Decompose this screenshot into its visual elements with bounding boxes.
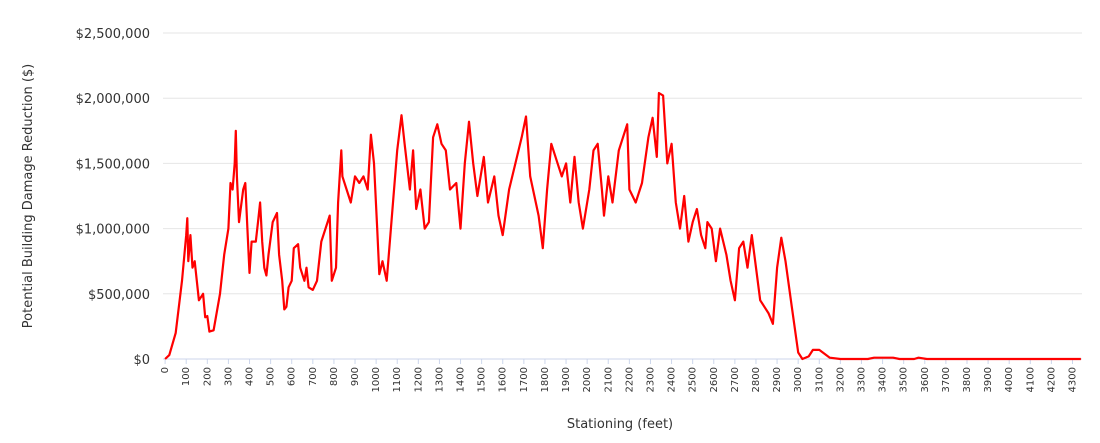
x-tick-label: 2800 [751, 367, 762, 392]
x-tick-label: 4000 [1004, 367, 1015, 392]
data-line [164, 91, 1081, 361]
x-tick-label: 2700 [730, 367, 741, 392]
x-tick-label: 1000 [371, 367, 382, 392]
x-tick-label: 0 [160, 367, 171, 373]
x-tick-label: 3900 [983, 367, 994, 392]
x-tick-label: 200 [202, 367, 213, 386]
x-tick-label: 3400 [878, 367, 889, 392]
x-tick-label: 2900 [772, 367, 783, 392]
x-tick-label: 100 [181, 367, 192, 386]
x-tick-label: 3700 [941, 367, 952, 392]
x-tick-label: 1700 [519, 367, 530, 392]
x-tick-label: 3100 [814, 367, 825, 392]
x-tick-label: 2000 [582, 367, 593, 392]
x-tick-label: 3800 [962, 367, 973, 392]
x-tick-label: 500 [266, 367, 277, 386]
x-tick-label: 1300 [434, 367, 445, 392]
x-tick-label: 1800 [540, 367, 551, 392]
x-tick-label: 600 [287, 367, 298, 386]
x-tick-label: 4300 [1068, 367, 1079, 392]
x-tick-label: 1600 [498, 367, 509, 392]
x-tick-label: 2100 [603, 367, 614, 392]
x-tick-label: 2500 [688, 367, 699, 392]
y-tick-label: $2,500,000 [76, 27, 150, 42]
y-axis-title: Potential Building Damage Reduction ($) [21, 64, 36, 328]
x-tick-label: 3500 [899, 367, 910, 392]
x-tick-label: 1500 [477, 367, 488, 392]
y-tick-label: $500,000 [88, 288, 150, 303]
x-tick-label: 4100 [1025, 367, 1036, 392]
x-tick-label: 700 [308, 367, 319, 386]
x-tick-label: 2300 [645, 367, 656, 392]
y-tick-label: $0 [133, 353, 150, 368]
x-tick-label: 400 [245, 367, 256, 386]
x-tick-label: 4200 [1046, 367, 1057, 392]
y-tick-label: $2,000,000 [76, 92, 150, 107]
x-tick-label: 3300 [856, 367, 867, 392]
x-tick-label: 300 [223, 367, 234, 386]
x-tick-label: 1200 [413, 367, 424, 392]
x-tick-label: 3600 [920, 367, 931, 392]
x-tick-label: 1900 [561, 367, 572, 392]
x-tick-label: 2600 [709, 367, 720, 392]
y-tick-label: $1,000,000 [76, 223, 150, 238]
x-tick-label: 2200 [624, 367, 635, 392]
x-tick-label: 1400 [456, 367, 467, 392]
y-tick-label: $1,500,000 [76, 157, 150, 172]
x-tick-label: 3000 [793, 367, 804, 392]
x-tick-label: 3200 [835, 367, 846, 392]
x-tick-label: 2400 [667, 367, 678, 392]
x-tick-label: 900 [350, 367, 361, 386]
x-tick-label: 1100 [392, 367, 403, 392]
x-axis-title: Stationing (feet) [567, 417, 673, 432]
x-tick-label: 800 [329, 367, 340, 386]
